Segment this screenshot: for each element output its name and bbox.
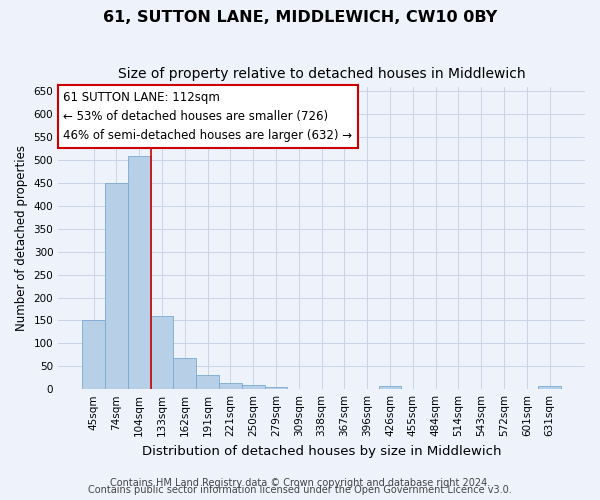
Y-axis label: Number of detached properties: Number of detached properties — [15, 145, 28, 331]
Bar — [105, 183, 128, 389]
Bar — [173, 358, 196, 389]
Bar — [538, 386, 561, 389]
X-axis label: Distribution of detached houses by size in Middlewich: Distribution of detached houses by size … — [142, 444, 502, 458]
Bar — [128, 156, 151, 389]
Bar — [151, 316, 173, 389]
Bar — [242, 385, 265, 389]
Text: 61 SUTTON LANE: 112sqm
← 53% of detached houses are smaller (726)
46% of semi-de: 61 SUTTON LANE: 112sqm ← 53% of detached… — [64, 92, 353, 142]
Text: 61, SUTTON LANE, MIDDLEWICH, CW10 0BY: 61, SUTTON LANE, MIDDLEWICH, CW10 0BY — [103, 10, 497, 25]
Bar — [379, 386, 401, 389]
Text: Contains public sector information licensed under the Open Government Licence v3: Contains public sector information licen… — [88, 485, 512, 495]
Bar — [196, 376, 219, 389]
Bar — [219, 383, 242, 389]
Bar — [82, 320, 105, 389]
Title: Size of property relative to detached houses in Middlewich: Size of property relative to detached ho… — [118, 68, 526, 82]
Bar — [265, 387, 287, 389]
Text: Contains HM Land Registry data © Crown copyright and database right 2024.: Contains HM Land Registry data © Crown c… — [110, 478, 490, 488]
